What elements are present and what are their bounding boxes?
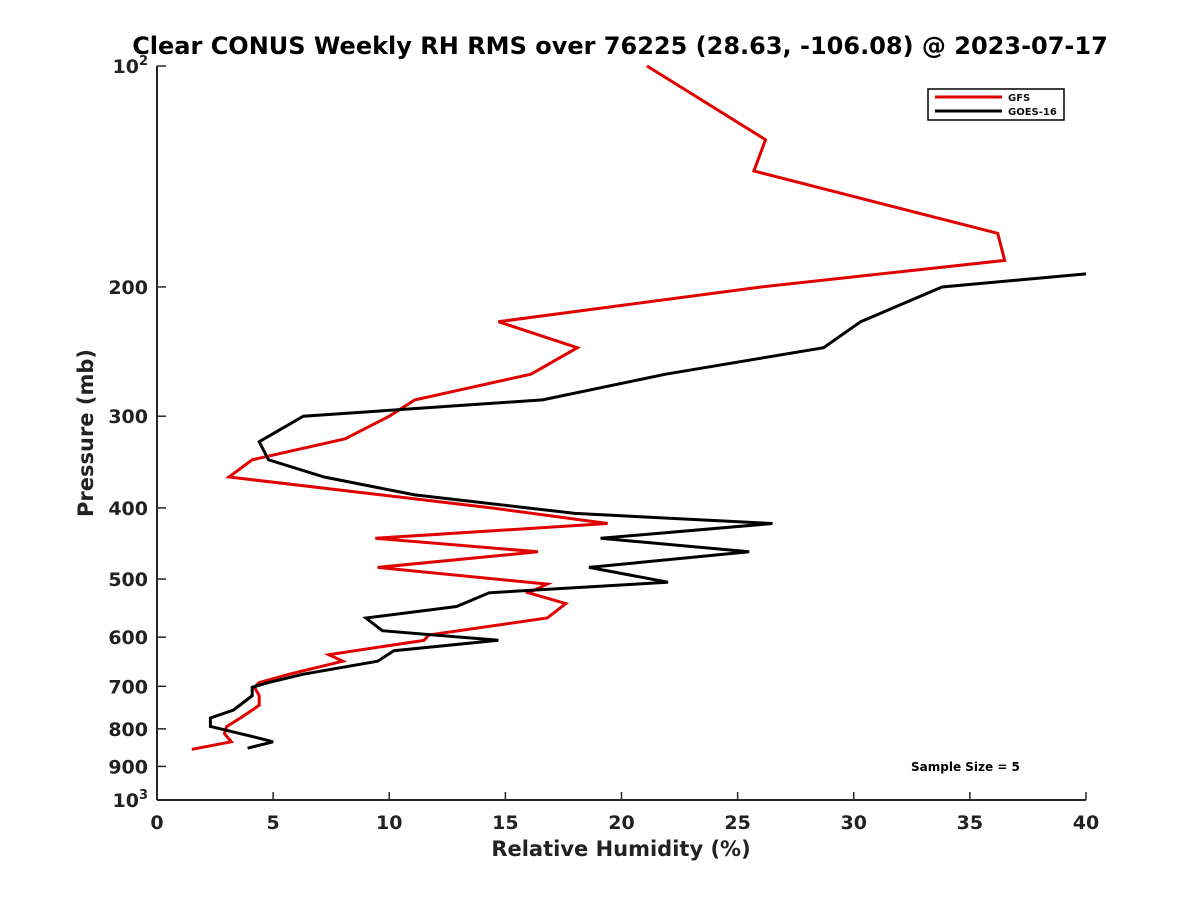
y-tick-label-base: 700 bbox=[108, 676, 148, 698]
x-axis-ticks: 0 5 10 15 20 25 30 35 40 bbox=[150, 792, 1099, 834]
y-tick-label-base: 800 bbox=[108, 719, 148, 741]
chart-title: Clear CONUS Weekly RH RMS over 76225 (28… bbox=[132, 32, 1108, 60]
y-tick-label: 200 bbox=[108, 277, 148, 299]
legend-label-goes-16: GOES-16 bbox=[1008, 107, 1057, 118]
x-tick-label: 5 bbox=[267, 812, 280, 834]
x-tick-label: 0 bbox=[150, 812, 163, 834]
y-tick-label-base: 200 bbox=[108, 277, 148, 299]
series-line-goes-16 bbox=[208, 272, 1087, 750]
legend-label-gfs: GFS bbox=[1008, 93, 1030, 104]
y-tick-label-exponent: 2 bbox=[139, 54, 148, 69]
y-tick-label: 800 bbox=[108, 719, 148, 741]
y-tick-label-base: 10 bbox=[113, 790, 139, 812]
series-line-gfs bbox=[191, 64, 1007, 751]
x-axis-label: Relative Humidity (%) bbox=[491, 837, 750, 861]
x-tick-label: 20 bbox=[608, 812, 634, 834]
x-tick-label: 10 bbox=[376, 812, 402, 834]
y-tick-label: 102 bbox=[113, 54, 149, 78]
x-tick-label: 30 bbox=[841, 812, 867, 834]
y-tick-label-exponent: 3 bbox=[139, 788, 148, 803]
y-tick-label-base: 900 bbox=[108, 756, 148, 778]
y-tick-label: 300 bbox=[108, 406, 148, 428]
x-tick-label: 25 bbox=[724, 812, 750, 834]
y-axis-label: Pressure (mb) bbox=[74, 349, 98, 517]
y-tick-label: 400 bbox=[108, 498, 148, 520]
x-tick-label: 35 bbox=[957, 812, 983, 834]
x-tick-label: 15 bbox=[492, 812, 518, 834]
y-tick-label: 600 bbox=[108, 627, 148, 649]
y-tick-label: 700 bbox=[108, 676, 148, 698]
y-tick-label-base: 500 bbox=[108, 569, 148, 591]
y-tick-label-base: 300 bbox=[108, 406, 148, 428]
y-tick-label-base: 600 bbox=[108, 627, 148, 649]
x-tick-label: 40 bbox=[1073, 812, 1099, 834]
y-tick-label-base: 400 bbox=[108, 498, 148, 520]
y-tick-label-base: 10 bbox=[113, 56, 139, 78]
legend: GFS GOES-16 bbox=[927, 88, 1065, 121]
series-layer bbox=[191, 64, 1087, 751]
y-tick-label: 103 bbox=[113, 788, 149, 812]
y-tick-label: 500 bbox=[108, 569, 148, 591]
y-tick-label: 900 bbox=[108, 756, 148, 778]
sample-size-annotation: Sample Size = 5 bbox=[911, 760, 1020, 774]
legend-box bbox=[927, 88, 1065, 121]
